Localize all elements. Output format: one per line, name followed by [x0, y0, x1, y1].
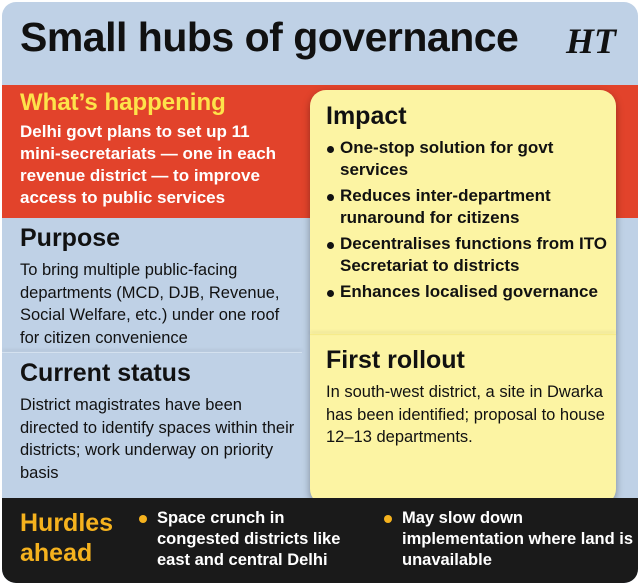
- impact-heading: Impact: [326, 102, 407, 130]
- purpose-section: Purpose To bring multiple public-facing …: [20, 224, 300, 349]
- impact-item: One-stop solution for govt services: [326, 137, 612, 181]
- hurdles-heading: Hurdles ahead: [20, 508, 130, 568]
- bullet-icon: [384, 515, 392, 523]
- ht-logo: HT: [566, 21, 616, 61]
- panel-divider: [310, 334, 616, 335]
- first-rollout-text: In south-west district, a site in Dwarka…: [326, 383, 605, 446]
- impact-list: One-stop solution for govt services Redu…: [326, 137, 612, 303]
- purpose-text: To bring multiple public-facing departme…: [20, 261, 280, 347]
- impact-item: Reduces inter-department runaround for c…: [326, 185, 612, 229]
- hurdles-heading-text: Hurdles ahead: [20, 509, 114, 567]
- section-divider: [2, 352, 302, 353]
- hurdles-bar: Hurdles ahead Space crunch in congested …: [2, 498, 638, 583]
- current-status-heading: Current status: [20, 359, 191, 387]
- purpose-heading: Purpose: [20, 224, 121, 252]
- bullet-icon: [139, 515, 147, 523]
- hurdle-text: May slow down implementation where land …: [402, 509, 634, 569]
- hurdle-item: Space crunch in congested districts like…: [137, 508, 357, 571]
- impact-section: Impact One-stop solution for govt servic…: [326, 102, 612, 307]
- whats-happening-text: Delhi govt plans to set up 11 mini-secre…: [20, 122, 277, 207]
- impact-panel: Impact One-stop solution for govt servic…: [310, 90, 616, 505]
- current-status-section: Current status District magistrates have…: [20, 359, 300, 484]
- impact-item: Enhances localised governance: [326, 281, 612, 303]
- current-status-text: District magistrates have been directed …: [20, 396, 295, 482]
- hurdle-item: May slow down implementation where land …: [382, 508, 638, 571]
- first-rollout-heading: First rollout: [326, 346, 465, 374]
- first-rollout-section: First rollout In south-west district, a …: [326, 346, 606, 449]
- page-title: Small hubs of governance: [20, 14, 519, 60]
- whats-happening-heading: What’s happening: [20, 89, 226, 116]
- hurdle-text: Space crunch in congested districts like…: [157, 509, 341, 569]
- impact-item: Decentralises functions from ITO Secreta…: [326, 233, 612, 277]
